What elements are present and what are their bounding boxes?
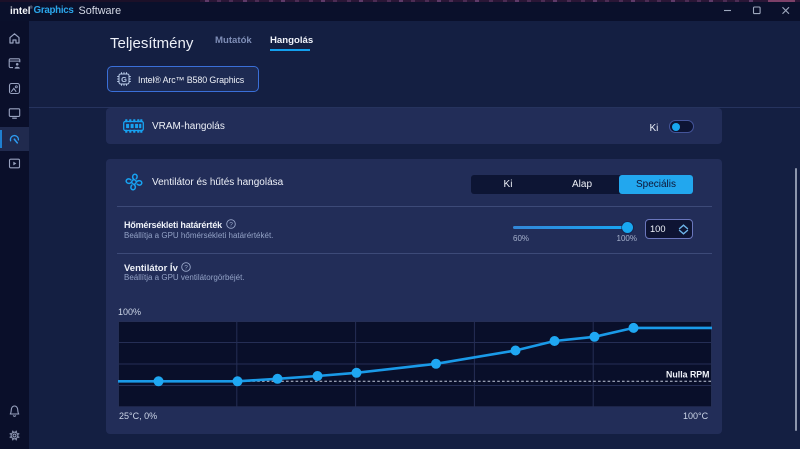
svg-text:Nulla RPM: Nulla RPM	[666, 369, 709, 379]
svg-text:?: ?	[229, 221, 233, 228]
svg-text:?: ?	[184, 264, 188, 271]
svg-text:G: G	[121, 75, 127, 84]
